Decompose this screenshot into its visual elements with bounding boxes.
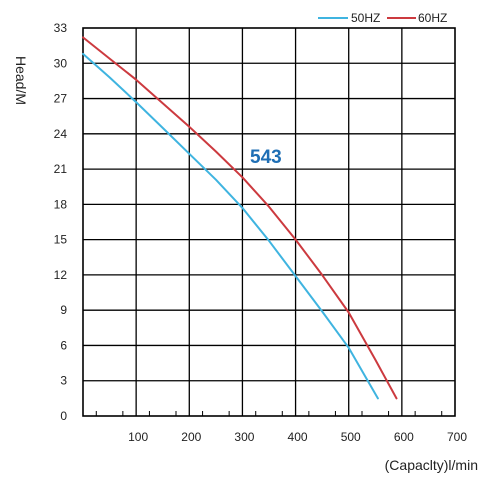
legend-label-50hz: 50HZ	[351, 11, 380, 25]
x-tick-label: 300	[234, 430, 254, 444]
plot-border	[82, 27, 456, 417]
y-tick-label: 15	[54, 233, 68, 247]
y-tick-label: 3	[60, 374, 67, 388]
model-annotation: 543	[250, 147, 282, 168]
x-tick-label: 200	[181, 430, 201, 444]
series-lines	[82, 36, 398, 400]
tick-labels: 0 3 6 9 12 15 18 21 24 27 30 33 100 200 300 400 500 600 70…	[54, 21, 468, 444]
legend: 50HZ 60HZ	[318, 11, 447, 25]
y-tick-label: 33	[54, 21, 68, 35]
x-tick-label: 500	[341, 430, 361, 444]
y-tick-label: 30	[54, 56, 68, 70]
y-axis-title: Head/M	[13, 56, 29, 105]
x-tick-label: 400	[288, 430, 308, 444]
legend-label-60hz: 60HZ	[418, 11, 447, 25]
y-tick-label: 18	[54, 197, 68, 211]
x-tick-label: 600	[394, 430, 414, 444]
series-line-60hz	[82, 36, 398, 400]
y-tick-label: 9	[60, 303, 67, 317]
y-tick-label: 21	[54, 162, 68, 176]
y-tick-label: 27	[54, 92, 68, 106]
x-axis-title: (Capaclty)l/min	[385, 457, 478, 473]
y-tick-label: 24	[54, 127, 68, 141]
y-tick-label: 12	[54, 268, 68, 282]
y-tick-label: 6	[60, 338, 67, 352]
y-tick-label: 0	[60, 409, 67, 423]
x-tick-label: 700	[447, 430, 467, 444]
series-line-50hz	[82, 52, 379, 400]
grid	[82, 27, 456, 417]
x-tick-label: 100	[128, 430, 148, 444]
